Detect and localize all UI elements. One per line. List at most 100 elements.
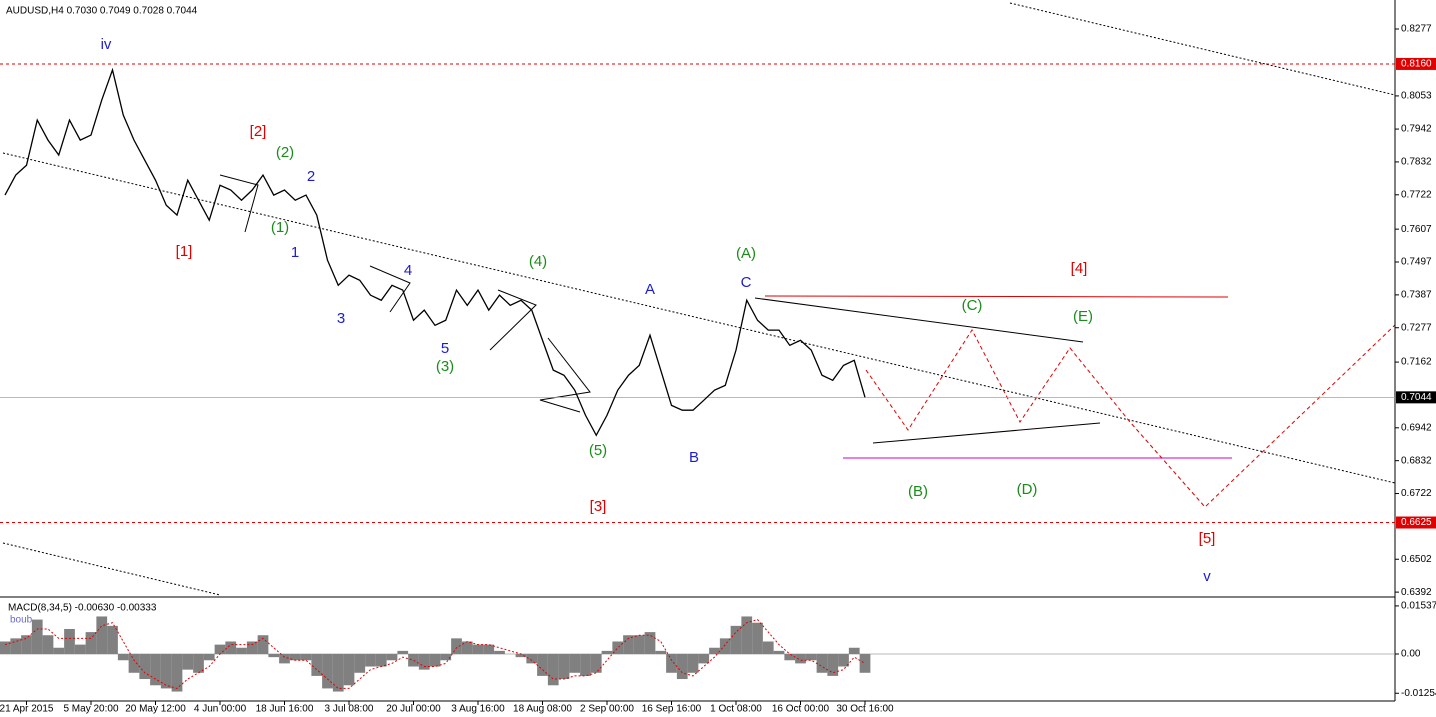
histogram-bar: [354, 654, 366, 673]
x-tick-label: 2 Sep 00:00: [580, 704, 634, 715]
x-tick-label: 16 Oct 00:00: [772, 704, 830, 715]
histogram-bar: [42, 635, 54, 655]
histogram-bar: [386, 654, 398, 661]
histogram-bar: [784, 654, 796, 661]
histogram-bar: [397, 650, 409, 655]
histogram-bar: [74, 644, 86, 655]
x-tick-label: 20 May 12:00: [125, 704, 186, 715]
wave-label: (E): [1073, 308, 1093, 325]
x-tick-label: 18 Aug 08:00: [513, 704, 572, 715]
histogram-bar: [838, 654, 849, 667]
chart-title: AUDUSD,H4 0.7030 0.7049 0.7028 0.7044: [6, 6, 198, 17]
histogram-bar: [10, 638, 22, 655]
wave-label: v: [1203, 568, 1211, 585]
wave-label: C: [741, 274, 752, 291]
triangle-line: [872, 422, 1101, 444]
channel-line: [1009, 2, 1396, 96]
histogram-bar: [676, 654, 688, 680]
y-tick-label: 0.8277: [1401, 24, 1432, 35]
histogram-bar: [795, 654, 806, 664]
wave-label: (C): [962, 297, 983, 314]
histogram-bar: [590, 654, 602, 673]
histogram-bar: [332, 654, 344, 692]
histogram-bar: [21, 635, 32, 655]
y-tick-label: 0.7162: [1401, 357, 1432, 368]
wave-label: (3): [436, 358, 454, 375]
histogram-bar: [203, 654, 215, 661]
histogram-bar: [515, 654, 527, 658]
wave-label: (B): [908, 483, 928, 500]
y-tick-label: 0.7607: [1401, 224, 1432, 235]
wave-label: (5): [589, 442, 607, 459]
histogram-bar: [730, 625, 742, 655]
histogram-bar: [365, 654, 376, 667]
histogram-bar: [225, 641, 237, 655]
wave-label: (2): [276, 144, 294, 161]
histogram-bar: [31, 619, 43, 655]
wave-label: iv: [101, 36, 112, 53]
macd-title: MACD(8,34,5) -0.00630 -0.00333: [8, 603, 157, 614]
triangle-line: [754, 297, 1084, 343]
x-tick-label: 20 Jul 00:00: [386, 704, 441, 715]
histogram-bar: [698, 654, 710, 664]
resistance-line: [764, 295, 1229, 298]
y-tick-label: 0.7942: [1401, 124, 1432, 135]
histogram-bar: [762, 641, 774, 655]
histogram-bar: [408, 654, 419, 667]
x-tick-label: 16 Sep 16:00: [642, 704, 702, 715]
histogram-bar: [96, 616, 108, 655]
histogram-bar: [139, 654, 151, 680]
histogram-bar: [107, 625, 118, 655]
histogram-bar: [719, 638, 731, 655]
level-box: [1396, 57, 1436, 70]
wave-label: [4]: [1071, 260, 1088, 277]
x-tick-label: 21 Apr 2015: [0, 704, 54, 715]
y-tick-label: 0.7722: [1401, 189, 1432, 200]
channel-line: [2, 152, 1396, 484]
histogram-bar: [569, 654, 581, 673]
histogram-bar: [246, 641, 258, 655]
wave-label: A: [645, 281, 655, 298]
histogram-bar: [537, 654, 548, 676]
wave-triangle: [539, 337, 591, 413]
histogram-bar: [709, 647, 720, 655]
price-line: [4, 67, 866, 437]
wave-label: B: [689, 449, 699, 466]
wave-label: [3]: [590, 498, 607, 515]
x-tick-label: 30 Oct 16:00: [836, 704, 894, 715]
wave-label: 3: [337, 310, 345, 327]
x-tick-label: 3 Aug 16:00: [451, 704, 505, 715]
histogram-bar: [827, 654, 839, 676]
histogram-bar: [0, 641, 11, 655]
histogram-bar: [117, 654, 129, 661]
histogram-bar: [429, 654, 441, 667]
level-label: 0.8160: [1401, 59, 1432, 70]
y-tick-label: 0.7497: [1401, 257, 1432, 268]
histogram-bar: [289, 654, 301, 661]
level-label: 0.6625: [1401, 517, 1432, 528]
histogram-bar: [440, 654, 452, 661]
histogram-bar: [461, 641, 473, 655]
histogram-bar: [171, 654, 183, 692]
wave-label: (D): [1017, 481, 1038, 498]
wave-label: 4: [404, 262, 412, 279]
wave-label: [5]: [1199, 530, 1216, 547]
histogram-bar: [644, 632, 656, 655]
histogram-bar: [612, 641, 624, 655]
histogram-bar: [268, 654, 280, 658]
histogram-bar: [558, 654, 570, 680]
wave-label: (A): [736, 245, 756, 262]
y-tick-label: 0.00: [1401, 649, 1421, 660]
histogram-bar: [343, 654, 355, 686]
histogram-bar: [279, 654, 290, 664]
histogram-bar: [623, 635, 634, 655]
histogram-bar: [687, 654, 699, 673]
wave-label: [2]: [250, 123, 267, 140]
histogram-bar: [300, 654, 312, 661]
histogram-bar: [64, 628, 75, 655]
wave-label: (1): [271, 219, 289, 236]
histogram-bar: [53, 647, 65, 655]
histogram-bar: [483, 644, 495, 655]
histogram-bar: [375, 654, 387, 667]
